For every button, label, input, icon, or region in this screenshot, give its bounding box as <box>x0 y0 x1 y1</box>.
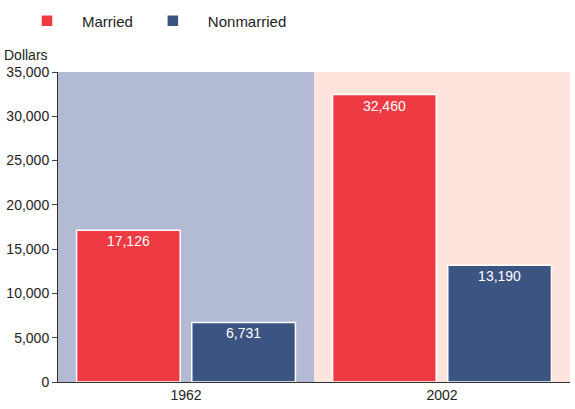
svg-text:20,000: 20,000 <box>6 197 49 213</box>
svg-text:35,000: 35,000 <box>6 64 49 80</box>
svg-text:17,126: 17,126 <box>107 233 150 249</box>
svg-text:32,460: 32,460 <box>363 98 406 114</box>
svg-text:1962: 1962 <box>170 387 201 403</box>
svg-text:2002: 2002 <box>426 387 457 403</box>
svg-text:0: 0 <box>41 374 49 390</box>
svg-text:30,000: 30,000 <box>6 108 49 124</box>
svg-text:10,000: 10,000 <box>6 285 49 301</box>
svg-text:Married: Married <box>82 13 133 30</box>
svg-text:6,731: 6,731 <box>226 325 261 341</box>
svg-text:Dollars: Dollars <box>4 47 48 63</box>
svg-text:15,000: 15,000 <box>6 241 49 257</box>
svg-text:13,190: 13,190 <box>478 268 521 284</box>
svg-text:5,000: 5,000 <box>14 330 49 346</box>
svg-text:Nonmarried: Nonmarried <box>208 13 286 30</box>
svg-text:25,000: 25,000 <box>6 152 49 168</box>
